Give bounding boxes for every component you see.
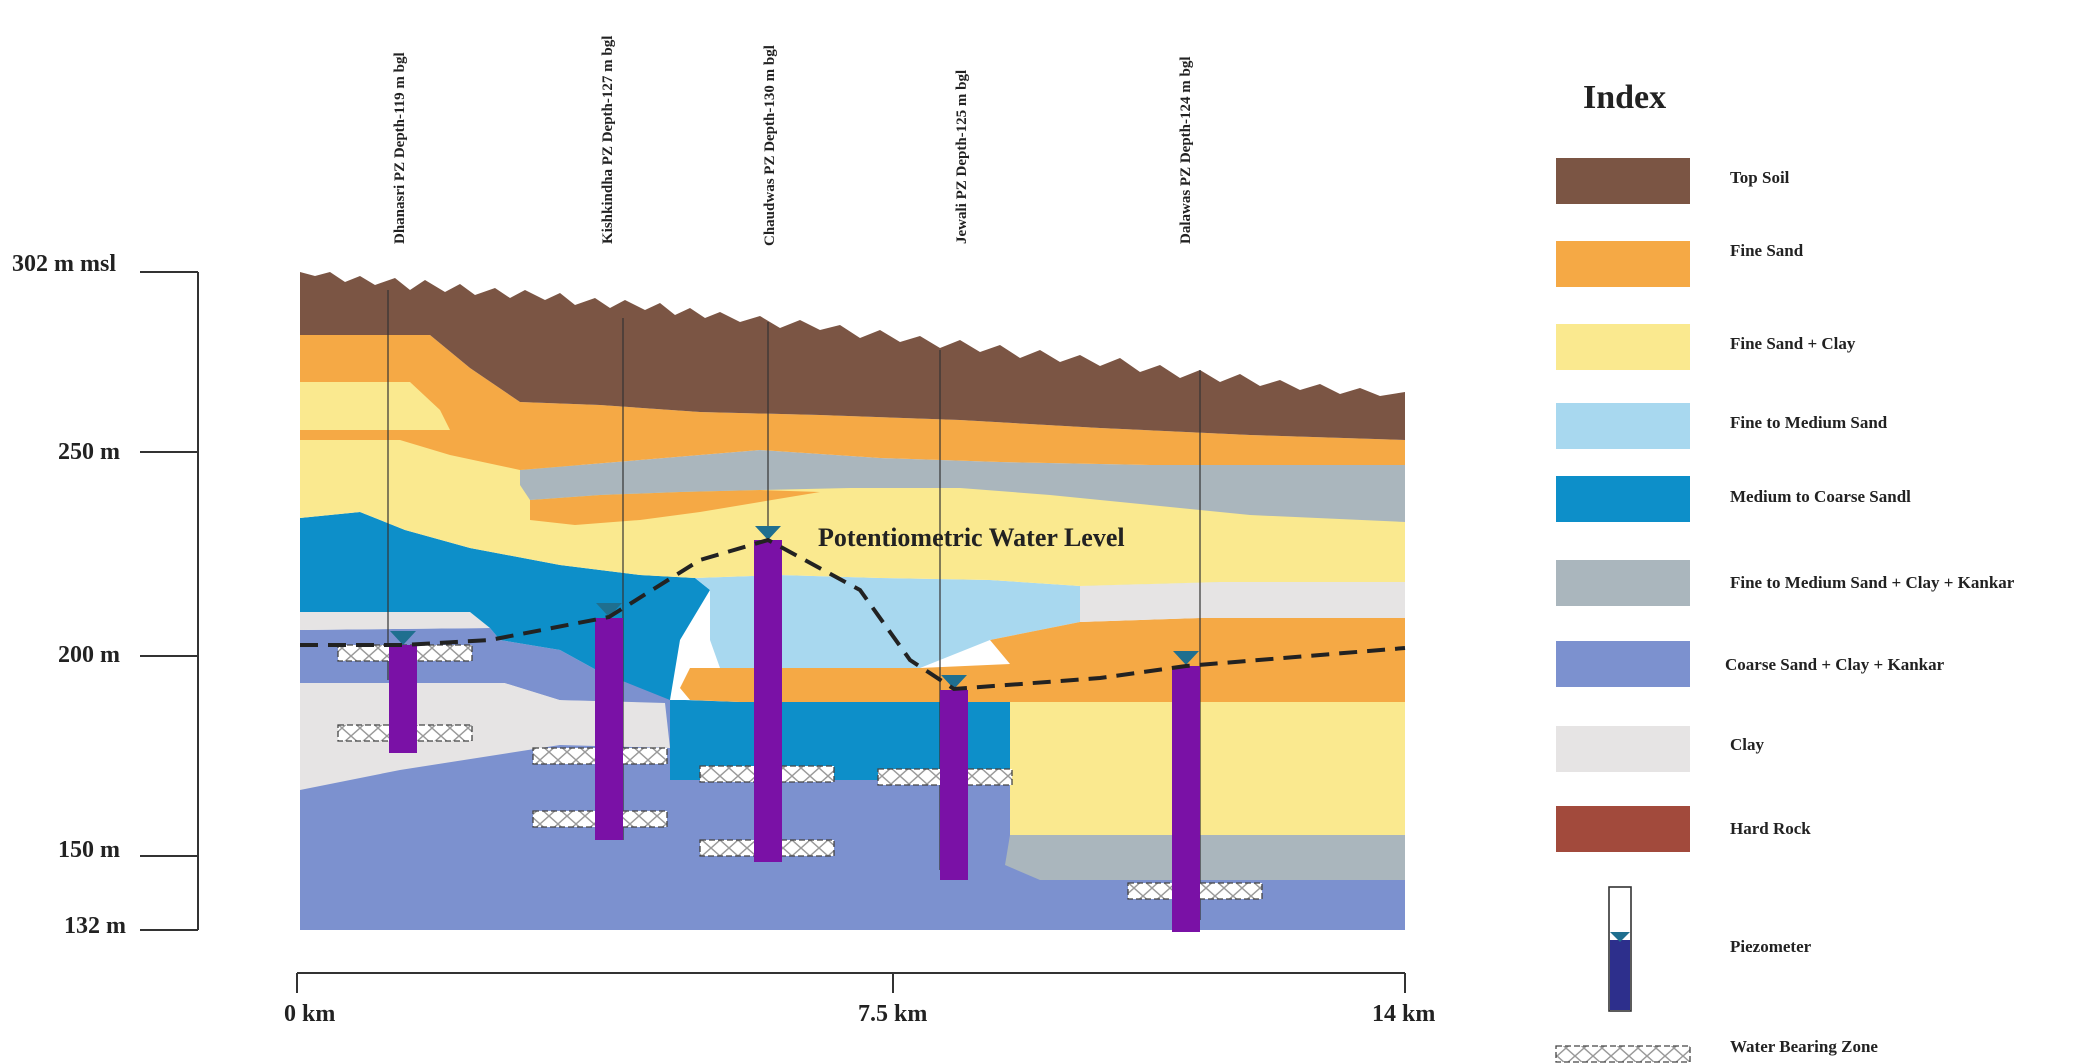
piezometer-chaudwas: [754, 540, 782, 862]
well-label-dalawas: Dalawas PZ Depth-124 m bgl: [1178, 56, 1194, 244]
layer-fine-sand-clay-top-left: [300, 382, 450, 430]
potentiometric-water-level-label: Potentiometric Water Level: [818, 523, 1125, 552]
layer-fine-sand-right: [990, 618, 1405, 702]
vertical-axis-tick-label: 132 m: [64, 913, 126, 939]
legend-swatch-fine-to-medium-sand: [1556, 403, 1690, 449]
well-labels: Dhanasri PZ Depth-119 m bgl Kishkindha P…: [392, 36, 1194, 246]
well-label-dhanasri: Dhanasri PZ Depth-119 m bgl: [392, 52, 408, 244]
layer-fine-medium-sand-clay-kankar-lower-right: [1005, 835, 1405, 880]
layer-clay-right: [1080, 582, 1405, 622]
horizontal-axis-tick-label: 7.5 km: [858, 1001, 927, 1027]
legend-label-top-soil: Top Soil: [1730, 168, 1790, 187]
layer-top-soil: [300, 272, 1405, 440]
vertical-axis: 302 m msl 250 m 200 m 150 m 132 m: [12, 251, 199, 939]
legend-label-coarse-sand-clay-kankar: Coarse Sand + Clay + Kankar: [1725, 655, 1945, 674]
layer-fine-sand-lens: [530, 490, 820, 525]
legend-label-hard-rock: Hard Rock: [1730, 819, 1811, 838]
water-level-marker-icon: [390, 631, 416, 645]
horizontal-axis: 0 km 7.5 km 14 km: [284, 972, 1435, 1027]
well-label-kishkindha: Kishkindha PZ Depth-127 m bgl: [600, 36, 616, 244]
water-level-marker-icon: [1173, 651, 1199, 665]
legend-swatch-fine-medium-sand-clay-kankar: [1556, 560, 1690, 606]
legend-piezometer-icon: [1608, 886, 1632, 1012]
piezometer-dhanasri: [389, 645, 417, 753]
legend-label-piezometer: Piezometer: [1730, 937, 1812, 956]
vertical-axis-tick-label: 302 m msl: [12, 251, 116, 277]
legend-swatch-clay: [1556, 726, 1690, 772]
vertical-axis-tick-label: 200 m: [58, 642, 120, 668]
piezometer-kishkindha: [595, 618, 623, 840]
legend-swatch-coarse-sand-clay-kankar: [1556, 641, 1690, 687]
layer-fine-sand-clay-right-lower: [1010, 702, 1405, 835]
potentiometric-water-level-line: [300, 537, 1406, 692]
well-label-jewali: Jewali PZ Depth-125 m bgl: [954, 70, 970, 244]
vertical-axis-tick-label: 250 m: [58, 439, 120, 465]
water-level-marker-icon: [941, 675, 967, 689]
legend-label-clay: Clay: [1730, 735, 1765, 754]
legend-swatch-top-soil: [1556, 158, 1690, 204]
piezometer-jewali: [940, 690, 968, 880]
water-level-marker-icon: [596, 603, 622, 617]
legend-swatch-fine-sand-clay: [1556, 324, 1690, 370]
layer-fine-sand-upper: [300, 335, 1405, 470]
legend-title: Index: [1583, 79, 1666, 116]
piezometers: [389, 540, 1200, 932]
piezometer-dalawas: [1172, 666, 1200, 932]
legend-label-fine-to-medium-sand: Fine to Medium Sand: [1730, 413, 1888, 432]
well-label-chaudwas: Chaudwas PZ Depth-130 m bgl: [762, 45, 778, 246]
layer-fine-medium-sand-clay-kankar-upper: [520, 450, 1405, 522]
legend-label-fine-sand-clay: Fine Sand + Clay: [1730, 334, 1856, 353]
legend-swatch-hard-rock: [1556, 806, 1690, 852]
horizontal-axis-tick-label: 0 km: [284, 1001, 335, 1027]
layer-clay-strip: [300, 612, 490, 630]
horizontal-axis-tick-label: 14 km: [1372, 1001, 1435, 1027]
layer-coarse-sand-clay-kankar-left: [300, 745, 670, 930]
water-level-marker-icon: [755, 526, 781, 540]
legend-water-bearing-zone-icon: [1555, 1045, 1691, 1063]
legend-label-water-bearing-zone: Water Bearing Zone: [1730, 1037, 1878, 1056]
legend-label-medium-to-coarse-sand: Medium to Coarse Sandl: [1730, 487, 1911, 506]
legend-label-fine-medium-sand-clay-kankar: Fine to Medium Sand + Clay + Kankar: [1730, 573, 2015, 592]
legend: Index Top Soil Fine Sand Fine Sand + Cla…: [1555, 79, 2015, 1063]
legend-swatch-medium-to-coarse-sand: [1556, 476, 1690, 522]
section-layers: [300, 272, 1405, 930]
legend-swatch-fine-sand: [1556, 241, 1690, 287]
legend-label-fine-sand: Fine Sand: [1730, 241, 1804, 260]
vertical-axis-tick-label: 150 m: [58, 837, 120, 863]
water-level-markers: [390, 526, 1199, 689]
